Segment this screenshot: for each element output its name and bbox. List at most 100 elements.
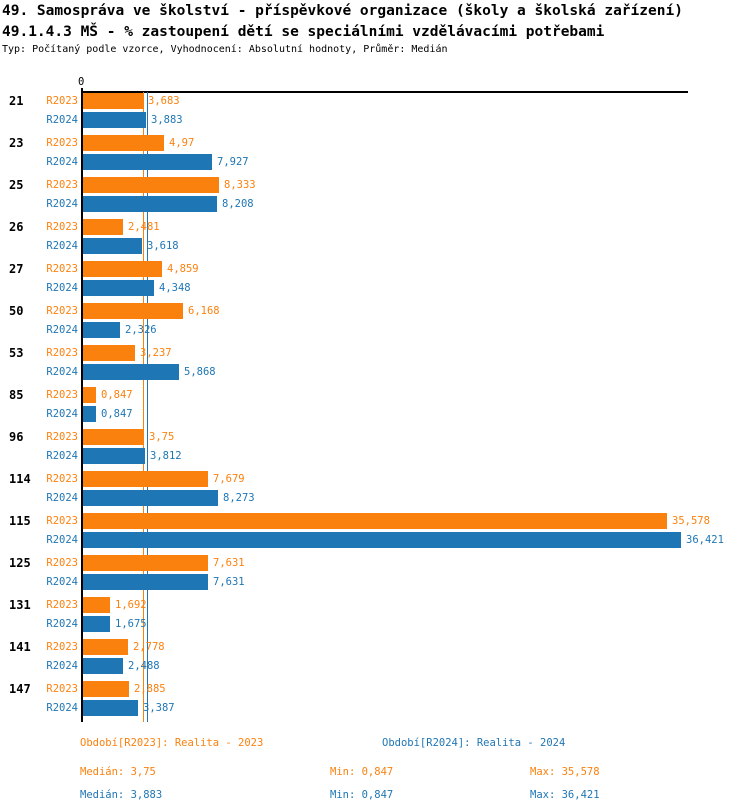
category-label: 26 [9, 220, 24, 234]
bar-r2023 [83, 261, 162, 277]
category-label: 141 [9, 640, 31, 654]
stat-median-r2024: Medián: 3,883 [80, 789, 163, 801]
series-label-r2023: R2023 [46, 95, 78, 107]
bar-r2023 [83, 513, 667, 529]
bar-r2024 [83, 238, 142, 254]
series-label-r2023: R2023 [46, 431, 78, 443]
series-label-r2023: R2023 [46, 557, 78, 569]
bar-r2024 [83, 406, 96, 422]
value-label-r2024: 3,812 [150, 450, 182, 462]
median-line-r2024 [147, 92, 148, 722]
stat-median-r2023: Medián: 3,75 [80, 766, 156, 778]
value-label-r2024: 36,421 [686, 534, 724, 546]
stat-min-r2023: Min: 0,847 [330, 766, 394, 778]
series-label-r2024: R2024 [46, 492, 78, 504]
series-label-r2023: R2023 [46, 473, 78, 485]
value-label-r2023: 3,75 [149, 431, 175, 443]
value-label-r2024: 3,618 [147, 240, 179, 252]
plot-top-border [81, 91, 688, 93]
series-label-r2024: R2024 [46, 114, 78, 126]
series-label-r2023: R2023 [46, 683, 78, 695]
value-label-r2024: 5,868 [184, 366, 216, 378]
value-label-r2023: 7,679 [213, 473, 245, 485]
value-label-r2024: 2,326 [125, 324, 157, 336]
bar-r2023 [83, 177, 219, 193]
series-label-r2024: R2024 [46, 702, 78, 714]
axis-origin-label: 0 [78, 76, 85, 88]
bar-r2024 [83, 574, 208, 590]
value-label-r2023: 4,97 [169, 137, 195, 149]
series-label-r2024: R2024 [46, 324, 78, 336]
bar-r2023 [83, 93, 143, 109]
bar-r2023 [83, 639, 128, 655]
value-label-r2023: 2,885 [134, 683, 166, 695]
value-label-r2023: 0,847 [101, 389, 133, 401]
median-line-r2023 [143, 92, 144, 722]
bar-r2023 [83, 303, 183, 319]
value-label-r2023: 2,778 [133, 641, 165, 653]
stat-max-r2023: Max: 35,578 [530, 766, 600, 778]
bar-r2023 [83, 135, 164, 151]
series-label-r2023: R2023 [46, 179, 78, 191]
value-label-r2024: 3,387 [143, 702, 175, 714]
category-label: 115 [9, 514, 31, 528]
series-label-r2023: R2023 [46, 305, 78, 317]
value-label-r2024: 8,208 [222, 198, 254, 210]
value-label-r2024: 7,927 [217, 156, 249, 168]
legend-r2024: Období[R2024]: Realita - 2024 [382, 737, 566, 749]
value-label-r2024: 0,847 [101, 408, 133, 420]
series-label-r2023: R2023 [46, 641, 78, 653]
bar-r2024 [83, 658, 123, 674]
bar-r2023 [83, 471, 208, 487]
bar-r2024 [83, 322, 120, 338]
series-label-r2023: R2023 [46, 347, 78, 359]
bar-r2023 [83, 597, 110, 613]
chart-meta-line: Typ: Počítaný podle vzorce, Vyhodnocení:… [2, 44, 448, 55]
bar-r2023 [83, 555, 208, 571]
value-label-r2024: 2,488 [128, 660, 160, 672]
series-label-r2024: R2024 [46, 534, 78, 546]
series-label-r2024: R2024 [46, 156, 78, 168]
category-label: 50 [9, 304, 24, 318]
category-label: 85 [9, 388, 24, 402]
value-label-r2023: 3,683 [148, 95, 180, 107]
value-label-r2023: 1,692 [115, 599, 147, 611]
bar-r2023 [83, 387, 96, 403]
value-label-r2024: 8,273 [223, 492, 255, 504]
bar-r2023 [83, 681, 129, 697]
value-label-r2023: 3,237 [140, 347, 172, 359]
bar-r2024 [83, 532, 681, 548]
category-label: 53 [9, 346, 24, 360]
stat-min-r2024: Min: 0,847 [330, 789, 394, 801]
value-label-r2024: 7,631 [213, 576, 245, 588]
series-label-r2024: R2024 [46, 450, 78, 462]
value-label-r2023: 35,578 [672, 515, 710, 527]
series-label-r2023: R2023 [46, 515, 78, 527]
series-label-r2023: R2023 [46, 137, 78, 149]
bar-r2024 [83, 112, 146, 128]
bar-r2024 [83, 364, 179, 380]
page-subtitle-indicator: 49.1.4.3 MŠ - % zastoupení dětí se speci… [2, 24, 605, 40]
series-label-r2024: R2024 [46, 618, 78, 630]
series-label-r2024: R2024 [46, 198, 78, 210]
bar-r2023 [83, 429, 144, 445]
bar-r2024 [83, 154, 212, 170]
bar-r2024 [83, 280, 154, 296]
series-label-r2024: R2024 [46, 408, 78, 420]
bar-r2023 [83, 345, 135, 361]
series-label-r2023: R2023 [46, 389, 78, 401]
series-label-r2024: R2024 [46, 576, 78, 588]
bar-r2023 [83, 219, 123, 235]
series-label-r2023: R2023 [46, 221, 78, 233]
value-label-r2024: 4,348 [159, 282, 191, 294]
series-label-r2023: R2023 [46, 263, 78, 275]
series-label-r2024: R2024 [46, 240, 78, 252]
bar-r2024 [83, 196, 217, 212]
category-label: 25 [9, 178, 24, 192]
series-label-r2023: R2023 [46, 599, 78, 611]
category-label: 147 [9, 682, 31, 696]
value-label-r2023: 2,481 [128, 221, 160, 233]
category-label: 125 [9, 556, 31, 570]
value-label-r2024: 3,883 [151, 114, 183, 126]
